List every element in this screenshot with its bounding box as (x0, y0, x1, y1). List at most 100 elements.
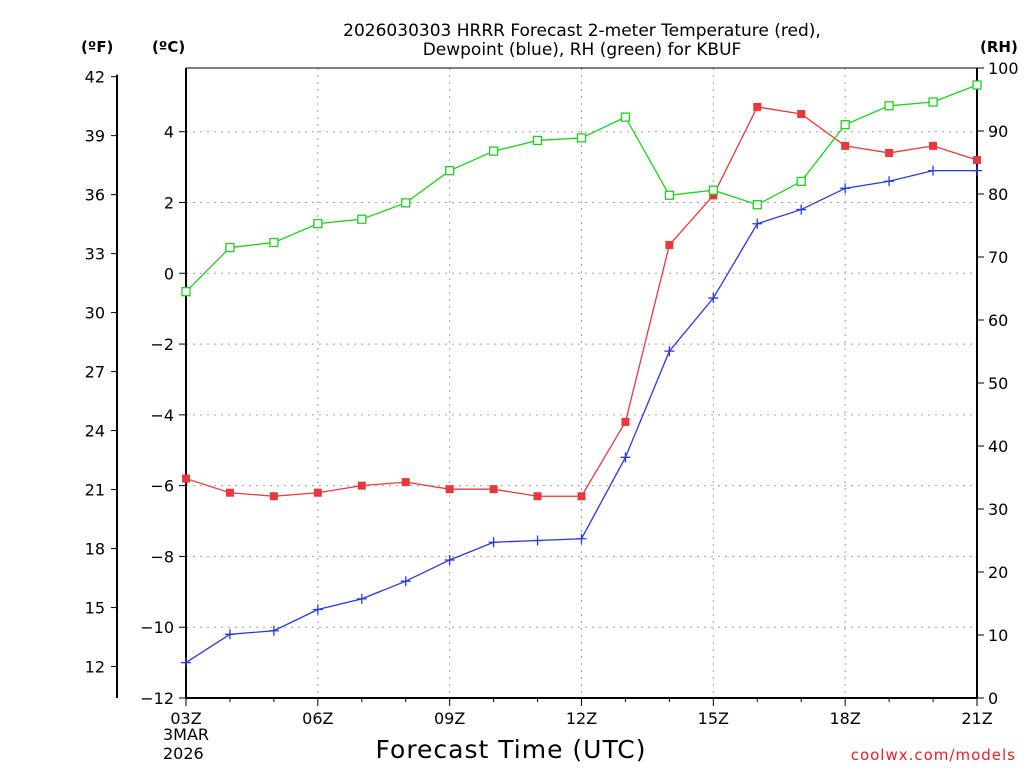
temperature-line (185, 106, 978, 497)
temperature-point (665, 240, 674, 249)
rh-tick-label: 40 (988, 437, 1008, 456)
rh-unit-label: (RH) (980, 38, 1018, 56)
chart-title-line1: 2026030303 HRRR Forecast 2-meter Tempera… (343, 21, 821, 41)
temperature-point (753, 102, 762, 111)
fahrenheit-tick-label: 30 (85, 304, 105, 323)
dewpoint-point (576, 533, 587, 544)
rh-point (181, 286, 191, 297)
celsius-tick-label: −10 (140, 618, 174, 637)
rh-tick-label: 50 (988, 374, 1008, 393)
x-tick-label: 12Z (566, 709, 597, 728)
dewpoint-point (488, 537, 499, 548)
temperature-point (709, 191, 718, 200)
fahrenheit-tick-label: 33 (85, 245, 105, 264)
fahrenheit-tick-label: 42 (85, 68, 105, 87)
dewpoint-point (796, 204, 807, 215)
fahrenheit-tick-label: 39 (85, 127, 105, 146)
tick-labels: −12−10−8−6−4−202412151821242730333639420… (85, 59, 1019, 728)
rh-tick-label: 80 (988, 185, 1008, 204)
date-label-year: 2026 (163, 744, 204, 763)
celsius-tick-label: 2 (164, 193, 174, 212)
rh-point (269, 237, 279, 248)
temperature-point (885, 148, 894, 157)
dewpoint-point (268, 625, 279, 636)
rh-point (752, 200, 762, 210)
date-label-day: 3MAR (163, 725, 209, 744)
grid-lines (186, 68, 977, 698)
dewpoint-point (928, 165, 939, 176)
dewpoint-point (356, 593, 367, 604)
temperature-point (621, 417, 630, 426)
fahrenheit-tick-label: 27 (85, 363, 105, 382)
celsius-unit-label: (ºC) (152, 38, 185, 56)
rh-point (928, 97, 938, 107)
rh-point (401, 198, 411, 208)
temperature-point (577, 492, 586, 501)
data-series (181, 80, 982, 668)
rh-tick-label: 90 (988, 122, 1008, 141)
celsius-tick-label: 4 (164, 123, 174, 142)
fahrenheit-tick-label: 24 (85, 422, 105, 441)
dewpoint-point (224, 629, 235, 640)
x-tick-label: 18Z (830, 709, 861, 728)
rh-tick-label: 100 (988, 59, 1019, 78)
rh-tick-label: 70 (988, 248, 1008, 267)
dewpoint-point (444, 554, 455, 565)
temperature-point (313, 488, 322, 497)
x-tick-label: 06Z (302, 709, 333, 728)
fahrenheit-tick-label: 21 (85, 481, 105, 500)
dewpoint-point (400, 576, 411, 587)
dewpoint-point (708, 293, 719, 304)
celsius-tick-label: −8 (150, 547, 174, 566)
rh-tick-label: 30 (988, 500, 1008, 519)
dewpoint-point (884, 176, 895, 187)
temperature-point (489, 485, 498, 494)
celsius-tick-label: −12 (140, 689, 174, 708)
dewpoint-point (532, 535, 543, 546)
rh-point (884, 101, 894, 111)
rh-point (313, 218, 323, 229)
temperature-point (797, 110, 806, 119)
rh-point (357, 214, 367, 224)
rh-point (488, 146, 499, 156)
fahrenheit-tick-label: 18 (85, 540, 105, 559)
x-tick-label: 09Z (434, 709, 465, 728)
rh-point (576, 133, 587, 143)
fahrenheit-tick-label: 15 (85, 599, 105, 618)
rh-tick-label: 60 (988, 311, 1008, 330)
rh-tick-label: 0 (988, 689, 998, 708)
temperature-point (225, 488, 234, 497)
rh-tick-label: 20 (988, 563, 1008, 582)
x-tick-label: 21Z (961, 709, 992, 728)
fahrenheit-tick-label: 12 (85, 658, 105, 677)
x-axis-title: Forecast Time (UTC) (376, 735, 647, 764)
dewpoint-point (181, 657, 191, 668)
rh-point (708, 185, 718, 195)
dewpoint-point (620, 452, 631, 463)
temperature-point (533, 492, 542, 501)
celsius-tick-label: 0 (164, 264, 174, 283)
temperature-point (445, 485, 454, 494)
temperature-point (973, 156, 981, 165)
temperature-point (401, 478, 410, 487)
celsius-tick-label: −4 (150, 406, 174, 425)
rh-point (445, 166, 455, 176)
temperature-point (182, 474, 190, 483)
dewpoint-point (312, 604, 323, 615)
rh-tick-label: 10 (988, 626, 1008, 645)
rh-point (532, 135, 543, 146)
chart-title-line2: Dewpoint (blue), RH (green) for KBUF (423, 40, 742, 60)
x-tick-label: 15Z (698, 709, 729, 728)
credit-link[interactable]: coolwx.com/models (851, 746, 1016, 764)
rh-point (796, 176, 806, 187)
temperature-point (929, 141, 938, 150)
axes (116, 67, 978, 699)
temperature-point (841, 141, 850, 150)
rh-point (972, 80, 982, 90)
fahrenheit-unit-label: (ºF) (81, 38, 113, 56)
dewpoint-point (972, 165, 982, 176)
fahrenheit-tick-label: 36 (85, 186, 105, 205)
temperature-point (357, 481, 366, 490)
dewpoint-point (840, 183, 851, 194)
